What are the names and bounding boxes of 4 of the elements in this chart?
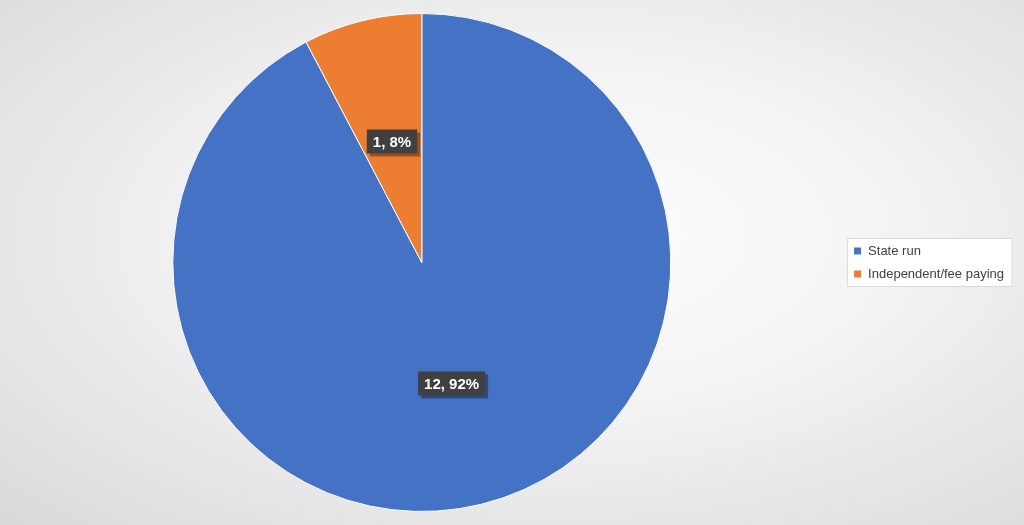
legend-label: State run: [868, 242, 921, 258]
legend-label: Independent/fee paying: [868, 265, 1005, 281]
data-label: 1, 8%: [372, 132, 412, 150]
data-label: 12, 92%: [424, 374, 480, 392]
